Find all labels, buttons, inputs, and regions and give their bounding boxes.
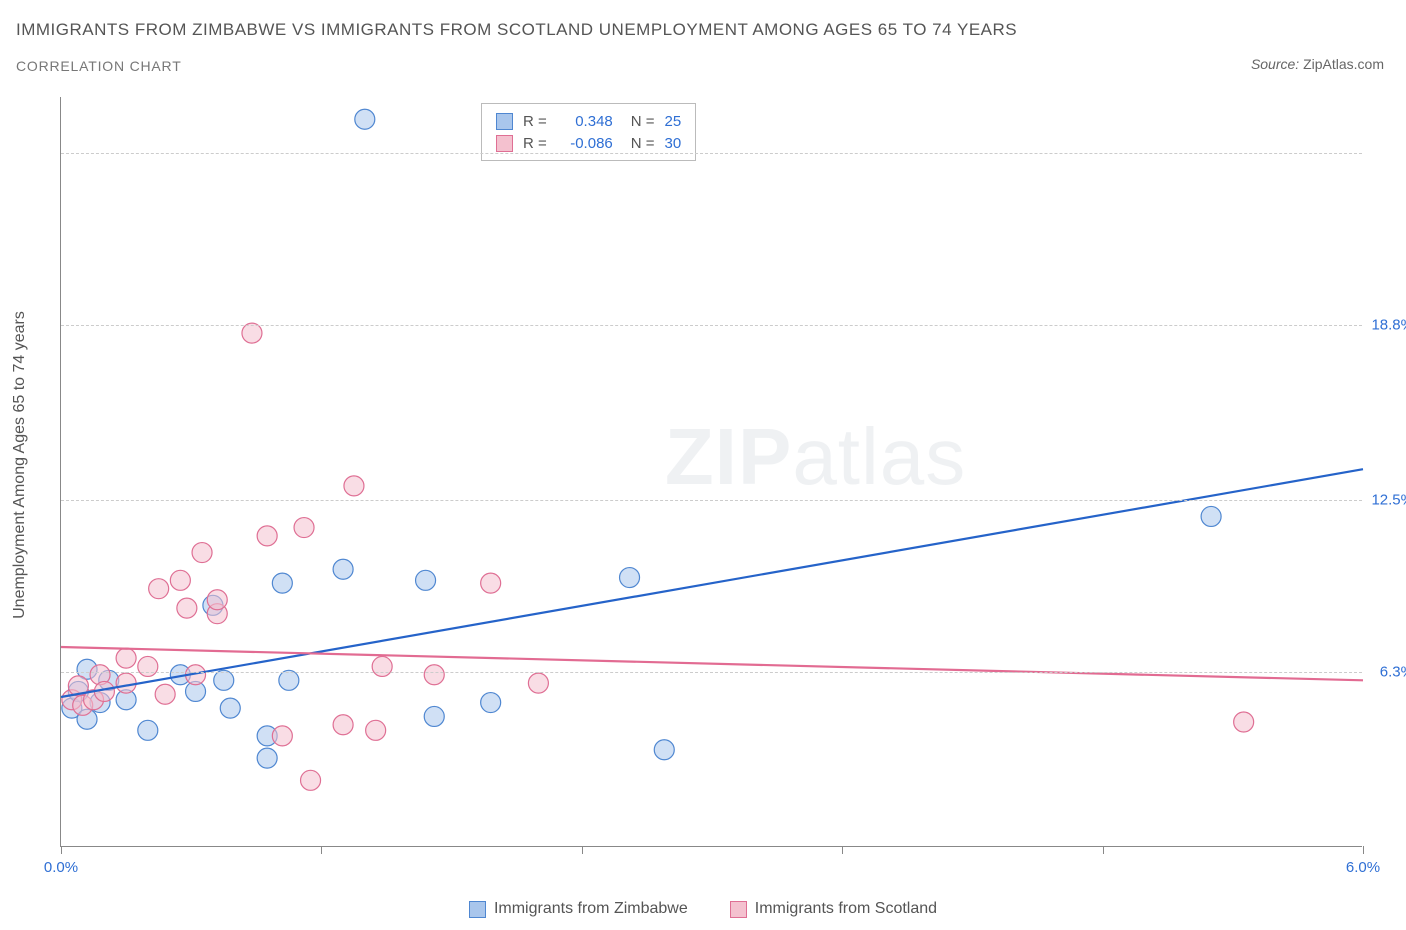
- legend-swatch: [496, 135, 513, 152]
- x-tick-label: 6.0%: [1346, 859, 1380, 876]
- data-point: [177, 598, 197, 618]
- data-point: [654, 740, 674, 760]
- data-point: [257, 748, 277, 768]
- legend-n-value: 30: [665, 135, 682, 152]
- data-point: [1234, 712, 1254, 732]
- legend-swatch: [496, 113, 513, 130]
- series-legend-item: Immigrants from Zimbabwe: [469, 900, 688, 918]
- data-point: [528, 673, 548, 693]
- chart-subtitle: CORRELATION CHART: [16, 58, 1390, 74]
- gridline: [61, 500, 1362, 501]
- data-point: [220, 698, 240, 718]
- legend-swatch: [730, 901, 747, 918]
- legend-row: R = -0.086 N = 30: [496, 132, 681, 154]
- y-tick-label: 6.3%: [1380, 664, 1406, 681]
- x-tick: [1103, 846, 1104, 854]
- data-point: [257, 526, 277, 546]
- data-point: [301, 770, 321, 790]
- data-point: [416, 570, 436, 590]
- y-tick-label: 18.8%: [1371, 316, 1406, 333]
- data-point: [344, 476, 364, 496]
- data-point: [155, 684, 175, 704]
- y-axis-title: Unemployment Among Ages 65 to 74 years: [11, 311, 29, 619]
- series-name: Immigrants from Zimbabwe: [494, 900, 688, 918]
- source-attribution: Source: ZipAtlas.com: [1251, 56, 1384, 72]
- x-tick: [1363, 846, 1364, 854]
- data-point: [481, 693, 501, 713]
- data-point: [294, 518, 314, 538]
- data-point: [116, 673, 136, 693]
- data-point: [138, 720, 158, 740]
- data-point: [424, 706, 444, 726]
- gridline: [61, 153, 1362, 154]
- legend-n-label: N =: [631, 113, 655, 130]
- data-point: [333, 559, 353, 579]
- data-point: [214, 670, 234, 690]
- source-label: Source:: [1251, 56, 1299, 72]
- legend-swatch: [469, 901, 486, 918]
- x-tick: [61, 846, 62, 854]
- data-point: [279, 670, 299, 690]
- x-tick: [582, 846, 583, 854]
- legend-n-value: 25: [665, 113, 682, 130]
- legend-row: R = 0.348 N = 25: [496, 110, 681, 132]
- gridline: [61, 672, 1362, 673]
- data-point: [170, 570, 190, 590]
- data-point: [272, 726, 292, 746]
- data-point: [1201, 506, 1221, 526]
- data-point: [355, 109, 375, 129]
- legend-r-value: -0.086: [557, 135, 613, 152]
- data-point: [620, 568, 640, 588]
- data-point: [242, 323, 262, 343]
- gridline: [61, 325, 1362, 326]
- data-point: [116, 648, 136, 668]
- x-tick-label: 0.0%: [44, 859, 78, 876]
- source-name: ZipAtlas.com: [1303, 56, 1384, 72]
- data-point: [481, 573, 501, 593]
- scatter-chart: ZIPatlas R =0.348N =25R =-0.086N =30 6.3…: [60, 97, 1362, 847]
- data-point: [138, 656, 158, 676]
- data-point: [424, 665, 444, 685]
- data-point: [372, 656, 392, 676]
- data-point: [272, 573, 292, 593]
- data-point: [333, 715, 353, 735]
- x-tick: [321, 846, 322, 854]
- data-point: [149, 579, 169, 599]
- series-legend-item: Immigrants from Scotland: [730, 900, 937, 918]
- y-tick-label: 12.5%: [1371, 491, 1406, 508]
- data-point: [192, 543, 212, 563]
- series-name: Immigrants from Scotland: [755, 900, 937, 918]
- legend-n-label: N =: [631, 135, 655, 152]
- data-point: [207, 590, 227, 610]
- chart-title: IMMIGRANTS FROM ZIMBABWE VS IMMIGRANTS F…: [16, 20, 1390, 40]
- legend-r-label: R =: [523, 113, 547, 130]
- plot-svg: [61, 97, 1362, 846]
- data-point: [366, 720, 386, 740]
- legend-r-value: 0.348: [557, 113, 613, 130]
- series-legend: Immigrants from Zimbabwe Immigrants from …: [0, 900, 1406, 918]
- legend-r-label: R =: [523, 135, 547, 152]
- x-tick: [842, 846, 843, 854]
